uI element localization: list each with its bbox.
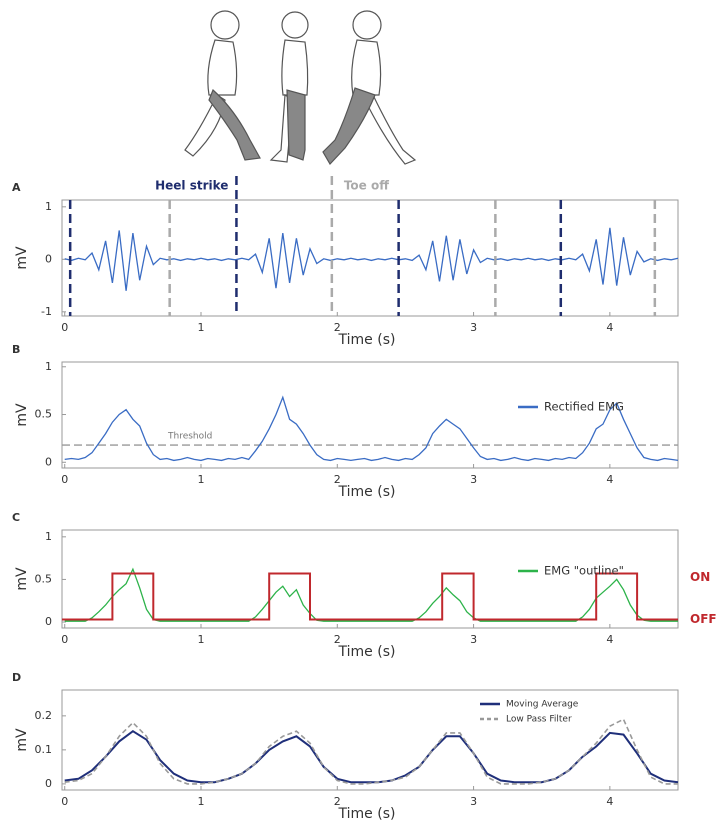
x-axis-label: Time (s) xyxy=(338,332,396,348)
y-tick-label: 1 xyxy=(45,200,52,213)
y-tick-label: 1 xyxy=(45,530,52,543)
x-tick-label: 3 xyxy=(470,321,477,334)
x-tick-label: 0 xyxy=(61,473,68,486)
legend-label: EMG "outline" xyxy=(544,564,624,578)
y-tick-label: 0 xyxy=(45,777,52,790)
x-axis-label: Time (s) xyxy=(338,644,396,660)
x-tick-label: 2 xyxy=(334,473,341,486)
data-line xyxy=(64,395,679,462)
x-tick-label: 3 xyxy=(470,633,477,646)
y-axis-label: mV xyxy=(14,728,30,752)
data-line xyxy=(64,227,679,291)
x-tick-label: 1 xyxy=(198,321,205,334)
y-axis-label: mV xyxy=(14,403,30,427)
data-line xyxy=(64,567,678,622)
x-axis-label: Time (s) xyxy=(338,806,396,822)
on-label: ON xyxy=(690,570,710,584)
plot-frame xyxy=(61,361,679,469)
threshold-label: Threshold xyxy=(167,432,212,442)
x-tick-label: 2 xyxy=(334,795,341,808)
x-tick-label: 3 xyxy=(470,473,477,486)
y-tick-label: 1 xyxy=(45,360,52,373)
x-tick-label: 2 xyxy=(334,321,341,334)
y-tick-label: 0 xyxy=(45,455,52,468)
panel-label: D xyxy=(12,671,21,684)
panel-label: C xyxy=(12,511,20,524)
x-tick-label: 0 xyxy=(61,795,68,808)
x-tick-label: 4 xyxy=(606,473,613,486)
x-tick-label: 4 xyxy=(606,795,613,808)
y-tick-label: 0.2 xyxy=(35,709,53,722)
y-axis-label: mV xyxy=(14,246,30,270)
legend-label: Rectified EMG xyxy=(544,400,624,414)
panel-label: B xyxy=(12,343,20,356)
x-axis-label: Time (s) xyxy=(338,484,396,500)
y-axis-label: mV xyxy=(14,567,30,591)
x-tick-label: 0 xyxy=(61,633,68,646)
x-tick-label: 1 xyxy=(198,473,205,486)
panel-label: A xyxy=(12,181,21,194)
y-tick-label: 0.5 xyxy=(35,572,53,585)
x-tick-label: 3 xyxy=(470,795,477,808)
y-tick-label: 0 xyxy=(45,615,52,628)
x-tick-label: 1 xyxy=(198,795,205,808)
plot-frame xyxy=(61,689,679,791)
y-tick-label: 0 xyxy=(45,252,52,265)
x-tick-label: 4 xyxy=(606,321,613,334)
data-line xyxy=(64,718,678,785)
off-label: OFF xyxy=(690,612,716,626)
walking-figures xyxy=(184,10,417,165)
x-tick-label: 1 xyxy=(198,633,205,646)
y-tick-label: 0.1 xyxy=(35,743,53,756)
y-tick-label: -1 xyxy=(41,305,52,318)
x-tick-label: 4 xyxy=(606,633,613,646)
legend-label: Moving Average xyxy=(506,700,579,710)
y-tick-label: 0.5 xyxy=(35,408,53,421)
x-tick-label: 2 xyxy=(334,633,341,646)
plot-frame xyxy=(61,199,679,317)
event-label: Toe off xyxy=(344,179,389,193)
legend-label: Low Pass Filter xyxy=(506,715,572,725)
data-line xyxy=(64,729,679,784)
event-label: Heel strike xyxy=(155,179,228,193)
x-tick-label: 0 xyxy=(61,321,68,334)
on-off-line xyxy=(62,572,678,621)
